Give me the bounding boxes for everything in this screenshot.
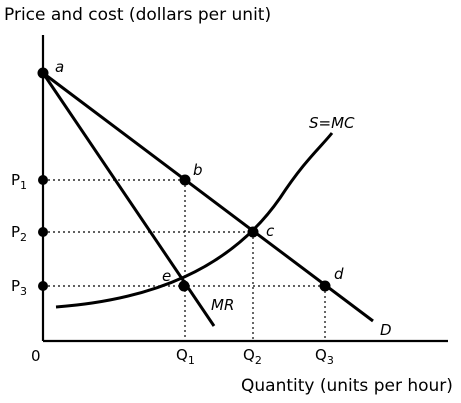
quantity-label-q2: Q2: [243, 346, 262, 367]
p3-marker: [38, 281, 48, 291]
price-label-p1: P1: [11, 171, 27, 192]
supply-mc-curve: [55, 132, 334, 309]
point-a: [37, 67, 49, 79]
p1-marker: [38, 175, 48, 185]
quantity-label-q3: Q3: [315, 346, 334, 367]
point-d: [319, 280, 331, 292]
quantity-label-q1: Q1: [176, 346, 195, 367]
supply-curve-label: S=MC: [309, 114, 355, 132]
marginal-revenue-label: MR: [211, 296, 234, 314]
point-c-label: c: [266, 222, 275, 240]
demand-curve: [42, 71, 374, 323]
origin-label: 0: [31, 347, 41, 365]
price-label-p2: P2: [11, 223, 27, 244]
point-b-label: b: [193, 161, 203, 179]
x-axis-title: Quantity (units per hour): [241, 376, 453, 396]
point-e: [178, 280, 190, 292]
point-b: [179, 174, 191, 186]
price-label-p3: P3: [11, 277, 27, 298]
p2-marker: [38, 227, 48, 237]
demand-curve-label: D: [380, 321, 392, 339]
guide-lines: [43, 179, 326, 341]
curve-points: [37, 67, 331, 292]
point-a-label: a: [55, 58, 64, 76]
point-e-label: e: [162, 267, 171, 285]
y-axis-title: Price and cost (dollars per unit): [4, 5, 271, 25]
point-c: [247, 226, 259, 238]
axis-markers: [38, 175, 48, 291]
point-d-label: d: [334, 265, 344, 283]
